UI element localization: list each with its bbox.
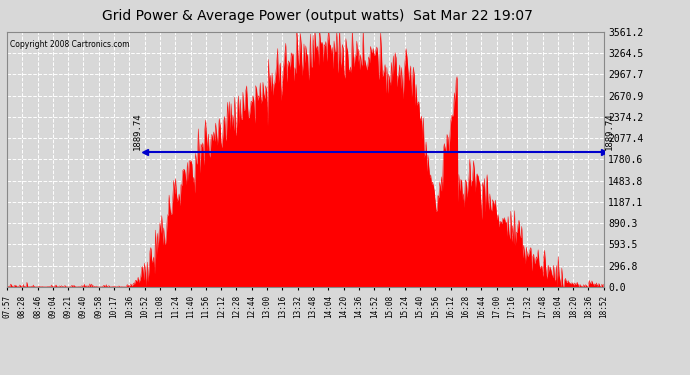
- Text: Grid Power & Average Power (output watts)  Sat Mar 22 19:07: Grid Power & Average Power (output watts…: [102, 9, 533, 23]
- Text: Copyright 2008 Cartronics.com: Copyright 2008 Cartronics.com: [10, 39, 130, 48]
- Text: 1889.74: 1889.74: [133, 112, 142, 150]
- Text: 1889.74: 1889.74: [604, 112, 613, 150]
